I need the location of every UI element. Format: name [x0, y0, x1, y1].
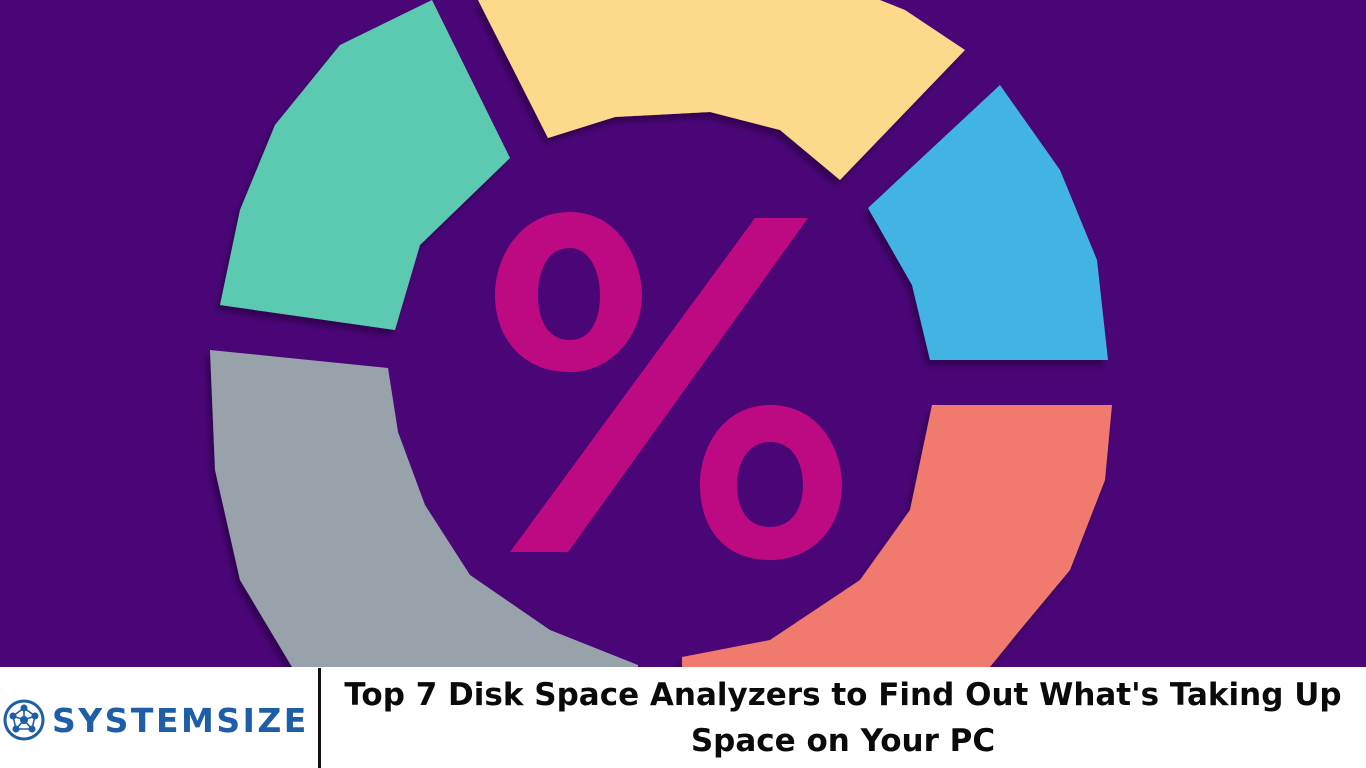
percent-symbol [495, 212, 842, 560]
donut-segment-teal [220, 0, 510, 330]
network-globe-icon [3, 699, 45, 741]
brand-name: SYSTEMSIZE [52, 700, 309, 740]
donut-segment-salmon [682, 405, 1112, 667]
caption-bar [0, 667, 1366, 768]
donut-illustration [210, 0, 1112, 667]
brand-logo[interactable]: SYSTEMSIZE [0, 690, 318, 750]
donut-segment-gray [210, 350, 638, 667]
donut-segment-blue [868, 85, 1108, 360]
divider [318, 668, 321, 768]
donut-segment-yellow [478, 0, 965, 180]
article-title: Top 7 Disk Space Analyzers to Find Out W… [344, 677, 1342, 759]
hero-banner [0, 0, 1366, 667]
